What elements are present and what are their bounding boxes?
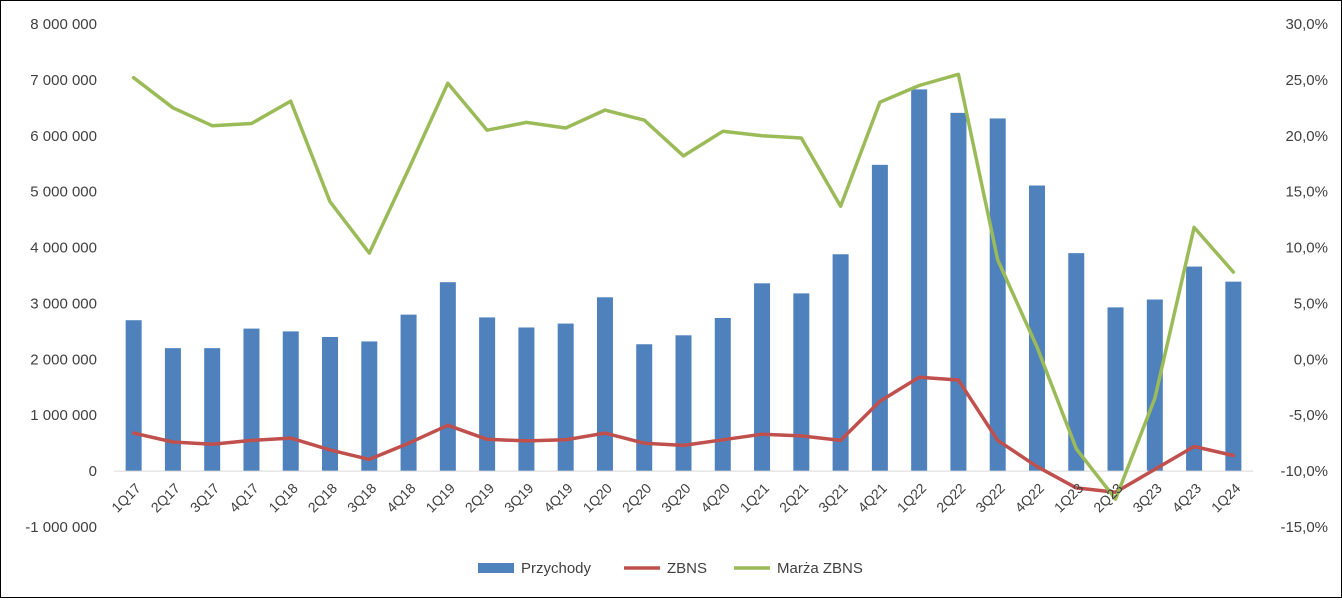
left-axis-ticks: -1 000 000 0 1 000 000 2 000 000 3 000 000 4 … [25,16,97,536]
category-label-3Q17: 3Q17 [187,480,223,516]
bar-przychody-4Q23 [1186,266,1203,472]
bar-przychody-1Q21 [754,283,771,472]
bar-przychody-3Q20 [675,335,692,472]
category-label-4Q21: 4Q21 [854,480,890,516]
category-label-2Q18: 2Q18 [305,480,341,516]
category-label-2Q22: 2Q22 [933,480,969,516]
category-label-4Q23: 4Q23 [1169,480,1205,516]
bar-przychody-1Q17 [125,320,142,472]
legend-label-zbns: ZBNS [667,560,707,577]
bar-przychody-2Q20 [636,344,653,472]
bar-przychody-2Q17 [164,348,181,472]
left-axis-tick-label: 3 000 000 [30,295,97,312]
bar-przychody-3Q21 [832,254,849,472]
bar-przychody-4Q19 [557,323,574,472]
bar-przychody-2Q23 [1107,307,1124,472]
category-label-4Q20: 4Q20 [697,480,733,516]
category-label-3Q23: 3Q23 [1129,480,1165,516]
category-label-3Q22: 3Q22 [972,480,1008,516]
category-label-2Q19: 2Q19 [462,480,498,516]
category-label-1Q23: 1Q23 [1051,480,1087,516]
category-label-1Q17: 1Q17 [108,480,144,516]
zbns-series-line [131,375,1236,495]
bar-przychody-4Q20 [714,317,731,472]
right-axis-tick-label: -5,0% [1289,407,1328,424]
category-label-4Q19: 4Q19 [540,480,576,516]
right-axis-tick-label: 15,0% [1285,184,1328,201]
bar-przychody-4Q22 [1028,185,1045,472]
bar-przychody-3Q18 [361,341,378,472]
left-axis-tick-label: -1 000 000 [25,519,97,536]
right-axis-tick-label: 10,0% [1285,240,1328,257]
category-label-1Q20: 1Q20 [580,480,616,516]
left-axis-tick-label: 2 000 000 [30,351,97,368]
bar-przychody-2Q21 [793,293,810,472]
right-axis-tick-label: -10,0% [1280,463,1328,480]
category-label-4Q18: 4Q18 [383,480,419,516]
category-label-4Q17: 4Q17 [226,480,262,516]
bar-przychody-1Q23 [1068,253,1085,472]
bar-przychody-2Q18 [322,336,339,472]
legend-swatch-przychody [478,563,514,573]
category-label-1Q21: 1Q21 [737,480,773,516]
category-label-3Q19: 3Q19 [501,480,537,516]
category-label-1Q19: 1Q19 [422,480,458,516]
left-axis-tick-label: 4 000 000 [30,240,97,257]
category-label-1Q18: 1Q18 [265,480,301,516]
left-axis-tick-label: 0 [89,463,97,480]
bar-przychody-1Q24 [1225,281,1242,472]
bar-przychody-3Q23 [1146,299,1163,472]
category-label-3Q18: 3Q18 [344,480,380,516]
bar-przychody-1Q20 [596,297,613,472]
right-axis-tick-label: 20,0% [1285,128,1328,145]
category-label-3Q20: 3Q20 [658,480,694,516]
bar-przychody-3Q17 [204,348,221,472]
right-axis-tick-label: -15,0% [1280,519,1328,536]
legend-label-przychody: Przychody [521,560,592,577]
left-axis-tick-label: 5 000 000 [30,184,97,201]
right-axis-tick-label: 0,0% [1294,351,1328,368]
right-axis-tick-label: 25,0% [1285,72,1328,89]
category-label-2Q21: 2Q21 [776,480,812,516]
category-label-1Q22: 1Q22 [894,480,930,516]
bar-przychody-4Q18 [400,314,417,472]
bar-przychody-3Q19 [518,327,535,472]
marza-zbns-series-line [131,72,1236,501]
category-label-2Q17: 2Q17 [148,480,184,516]
bar-przychody-1Q19 [439,282,456,472]
legend: Przychody ZBNS Marża ZBNS [478,560,863,577]
bar-przychody-2Q19 [479,317,496,472]
category-label-2Q20: 2Q20 [619,480,655,516]
legend-label-marza-zbns: Marża ZBNS [777,560,863,577]
left-axis-tick-label: 7 000 000 [30,72,97,89]
left-axis-tick-label: 1 000 000 [30,407,97,424]
bar-przychody-1Q22 [911,89,928,472]
left-axis-tick-label: 8 000 000 [30,16,97,33]
right-axis-ticks: -15,0% -10,0% -5,0% 0,0% 5,0% 10,0% 15,0% 20,0%… [1280,16,1328,536]
line-series [131,72,1236,501]
bar-przychody-4Q21 [871,164,888,472]
right-axis-tick-label: 5,0% [1294,295,1328,312]
category-label-3Q21: 3Q21 [815,480,851,516]
category-label-1Q24: 1Q24 [1208,480,1244,516]
x-axis-labels: 1Q17 2Q17 3Q17 4Q17 1Q18 2Q18 3Q18 4Q18 1Q19 2Q19… [108,480,1243,516]
left-axis-tick-label: 6 000 000 [30,128,97,145]
category-label-4Q22: 4Q22 [1012,480,1048,516]
revenue-bars [125,89,1242,472]
right-axis-tick-label: 30,0% [1285,16,1328,33]
bar-przychody-3Q22 [989,118,1006,472]
bar-przychody-4Q17 [243,328,260,472]
bar-przychody-2Q22 [950,112,967,472]
bar-przychody-1Q18 [282,331,299,472]
